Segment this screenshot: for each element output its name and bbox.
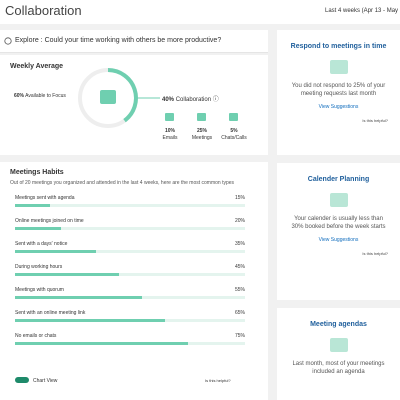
header: Collaboration Last 4 weeks (Apr 13 - May — [0, 0, 400, 24]
row-label: Meetings sent with agenda — [15, 195, 75, 201]
row-label: Sent with an online meeting link — [15, 310, 86, 316]
title: Collaboration — [5, 3, 82, 18]
bar — [15, 227, 61, 230]
row-value: 20% — [234, 218, 245, 224]
row-value: 65% — [234, 310, 245, 316]
card-text: Your calender is usually less than 30% b… — [291, 216, 386, 230]
card-helpful: Is this helpful? — [362, 118, 388, 123]
row-label: Sent with a days' notice — [15, 241, 68, 247]
row-label: Online meetings joined on time — [15, 218, 84, 224]
focus-label: Available to Focus — [25, 93, 66, 99]
habits-title: Meetings Habits — [10, 169, 64, 176]
card: Calender Planning Your calender is usuall… — [277, 163, 400, 300]
bar — [15, 296, 142, 299]
bar — [15, 342, 188, 345]
collab-value: 40% — [162, 97, 175, 103]
toggle-label: Chart View — [33, 378, 58, 384]
bar — [15, 273, 119, 276]
bar — [15, 319, 165, 322]
bar — [15, 250, 96, 253]
card-link[interactable]: View Suggestions — [318, 237, 359, 243]
focus-value: 60% — [14, 93, 25, 99]
row-label: Meetings with quorum — [15, 287, 64, 293]
card-helpful: Is this helpful? — [362, 251, 388, 256]
row-value: 15% — [234, 195, 245, 201]
item-icon — [165, 113, 174, 121]
card: Respond to meetings in time You did not r… — [277, 30, 400, 155]
card-icon — [329, 60, 348, 74]
icon — [4, 37, 12, 45]
card-title: Respond to meetings in time — [290, 43, 387, 50]
row-label: No emails or chats — [15, 333, 57, 339]
row-value: 55% — [234, 287, 245, 293]
item-value: 5% — [230, 128, 238, 134]
row-value: 75% — [234, 333, 245, 339]
item-label: Chats/Calls — [221, 135, 247, 141]
card-icon — [329, 338, 348, 352]
card-text: Last month, most of your meetings includ… — [292, 361, 385, 375]
bar-track — [15, 250, 245, 253]
card-link[interactable]: View Suggestions — [318, 104, 359, 110]
toggle[interactable] — [15, 377, 29, 383]
helpful: Is this helpful? — [205, 378, 231, 383]
bar-track — [15, 273, 245, 276]
row-value: 35% — [234, 241, 245, 247]
habits-subtitle: Out of 20 meetings you organized and att… — [10, 180, 235, 186]
card-text: You did not respond to 25% of your meeti… — [291, 83, 386, 97]
explore-bar: Explore : Could your time working with o… — [0, 30, 268, 53]
weekly-panel: Weekly Average 60% Available to Focus 40… — [0, 55, 268, 155]
bar-track — [15, 204, 245, 207]
card-title: Calender Planning — [307, 176, 370, 183]
date-range[interactable]: Last 4 weeks (Apr 13 - May — [325, 8, 399, 14]
item-icon — [197, 113, 206, 121]
item-value: 10% — [164, 128, 175, 134]
weekly-title: Weekly Average — [10, 63, 64, 70]
card: Meeting agendas Last month, most of your … — [277, 308, 400, 400]
item-value: 25% — [196, 128, 207, 134]
habits-panel: Meetings Habits Out of 20 meetings you o… — [0, 162, 268, 400]
item-label: Emails — [162, 135, 178, 141]
bar — [15, 204, 50, 207]
collab-label: Collaboration — [175, 97, 212, 103]
donut — [78, 68, 141, 128]
explore-text: Explore : Could your time working with o… — [15, 37, 222, 44]
item-label: Meetings — [191, 135, 213, 141]
row-value: 45% — [234, 264, 245, 270]
item-icon — [229, 113, 238, 121]
row-label: During working hours — [15, 264, 63, 270]
bar-track — [15, 227, 245, 230]
connector — [138, 97, 160, 99]
card-icon — [329, 193, 348, 207]
card-title: Meeting agendas — [310, 321, 367, 328]
